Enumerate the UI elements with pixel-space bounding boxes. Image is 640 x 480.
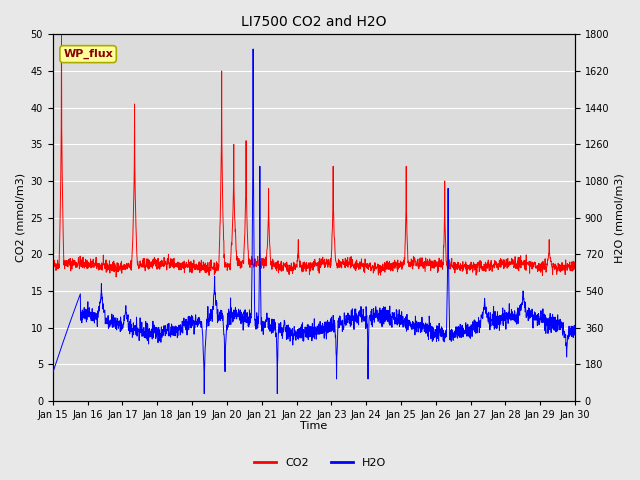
Y-axis label: H2O (mmol/m3): H2O (mmol/m3) [615, 173, 625, 263]
Text: WP_flux: WP_flux [63, 49, 113, 59]
X-axis label: Time: Time [300, 421, 328, 432]
Y-axis label: CO2 (mmol/m3): CO2 (mmol/m3) [15, 173, 25, 262]
Title: LI7500 CO2 and H2O: LI7500 CO2 and H2O [241, 15, 387, 29]
Legend: CO2, H2O: CO2, H2O [250, 453, 390, 472]
